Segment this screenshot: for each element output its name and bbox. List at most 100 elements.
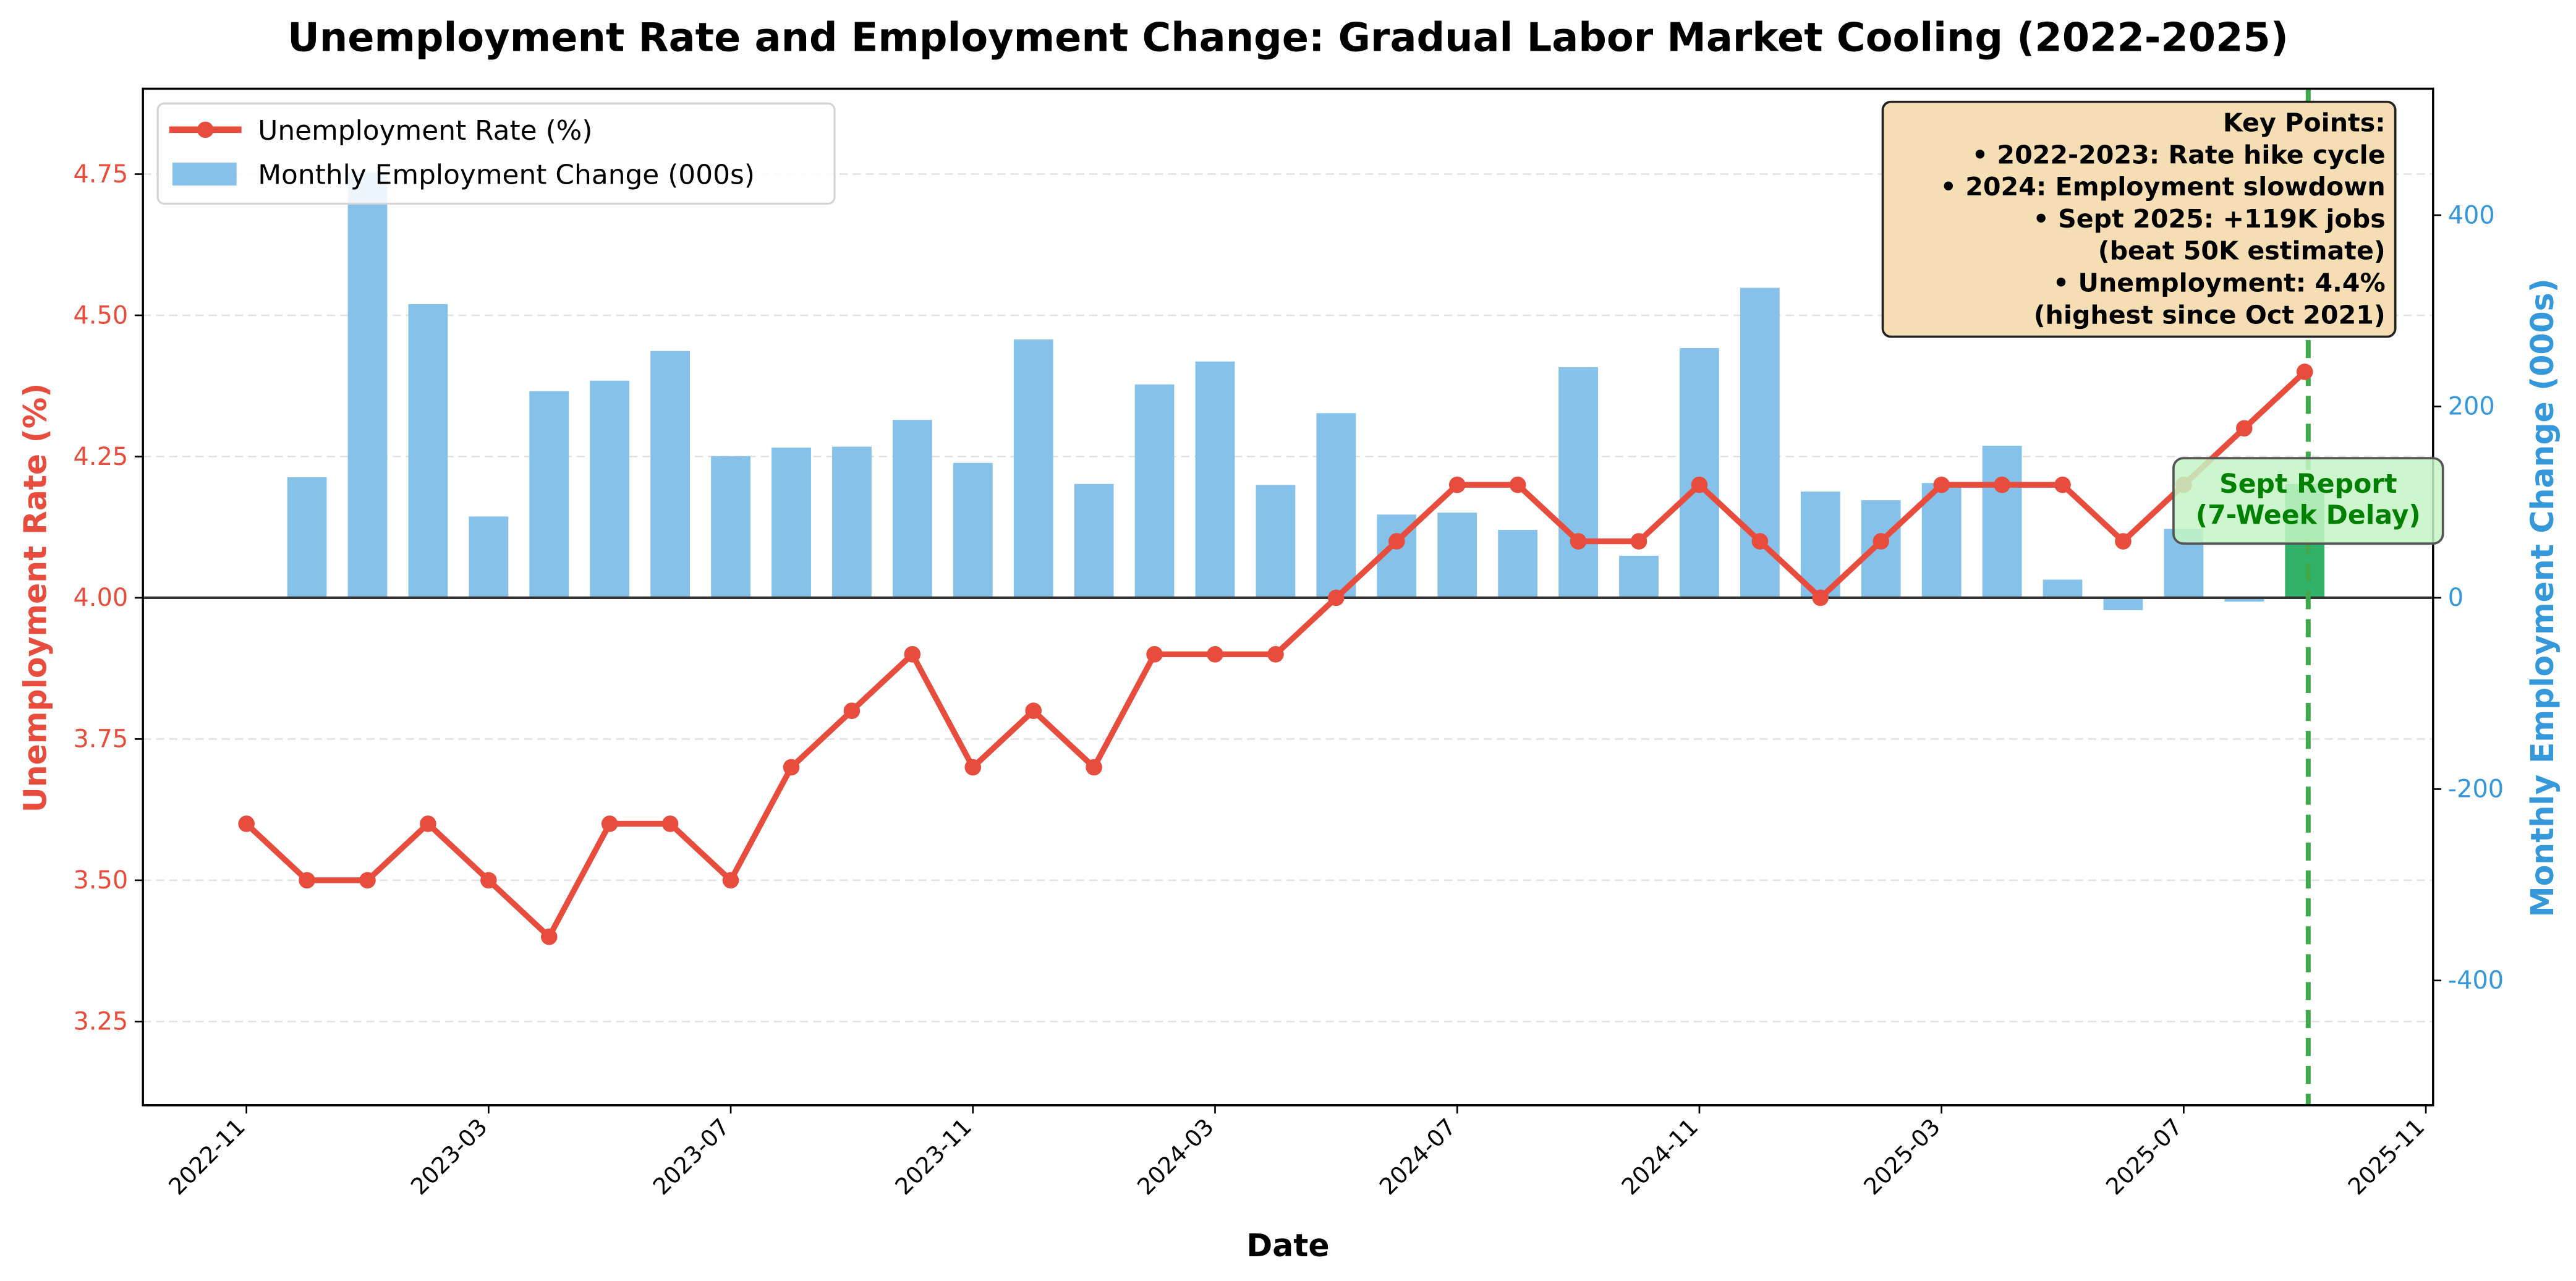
- line-marker: [480, 872, 497, 889]
- y-left-tick: 3.50: [74, 866, 129, 895]
- y-right-tick: -400: [2448, 966, 2504, 995]
- bar: [1195, 361, 1235, 598]
- right-axis: -400 -200 0 200 400: [2433, 201, 2504, 995]
- legend-bar-label: Monthly Employment Change (000s): [258, 160, 755, 191]
- line-marker: [1751, 533, 1769, 550]
- bar: [529, 391, 569, 598]
- bar: [1680, 348, 1719, 598]
- key-points-line: (highest since Oct 2021): [2034, 300, 2386, 330]
- line-marker: [904, 646, 921, 663]
- line-marker: [420, 815, 436, 832]
- bar: [1800, 492, 1840, 598]
- line-marker: [1448, 476, 1466, 493]
- key-points-line: • 2022-2023: Rate hike cycle: [1972, 140, 2386, 169]
- bar: [2043, 579, 2083, 598]
- key-points-line: • Sept 2025: +119K jobs: [2033, 204, 2385, 234]
- bar: [2224, 597, 2264, 602]
- line-marker: [2115, 533, 2132, 550]
- sept-report-subtitle: (7-Week Delay): [2196, 500, 2421, 530]
- unemployment-line: [238, 364, 2313, 945]
- y-right-tick: 200: [2448, 393, 2495, 421]
- line-marker: [1570, 533, 1587, 550]
- key-points-line: • Unemployment: 4.4%: [2053, 268, 2386, 298]
- line-marker: [1994, 476, 2010, 493]
- key-points-line: • 2024: Employment slowdown: [1941, 172, 2386, 202]
- line-marker: [1872, 533, 1890, 550]
- bar: [1256, 485, 1296, 598]
- line-marker: [601, 815, 618, 832]
- bar: [1013, 339, 1053, 598]
- y-right-tick: 400: [2448, 201, 2495, 229]
- bar: [590, 380, 630, 598]
- bar: [287, 477, 327, 598]
- bar: [772, 447, 811, 598]
- line-marker: [661, 815, 679, 832]
- line-marker: [1267, 646, 1284, 663]
- y-left-label: Unemployment Rate (%): [17, 383, 53, 813]
- line-marker: [238, 815, 255, 832]
- line-marker: [1146, 646, 1163, 663]
- line-marker: [2296, 364, 2313, 380]
- line-marker: [1691, 476, 1708, 493]
- bar: [1498, 530, 1538, 598]
- x-axis-label: Date: [1246, 1227, 1329, 1264]
- bar: [1134, 384, 1175, 598]
- y-left-tick: 4.75: [74, 160, 129, 189]
- y-right-tick: -200: [2448, 775, 2504, 804]
- line-marker: [1812, 589, 1829, 606]
- legend-bar-swatch: [172, 162, 237, 186]
- line-marker: [722, 872, 739, 889]
- line-marker: [843, 702, 861, 719]
- line-marker: [1933, 476, 1950, 493]
- line-marker: [1086, 759, 1102, 776]
- legend-marker-icon: [197, 121, 214, 138]
- y-right-label: Monthly Employment Change (000s): [2524, 278, 2561, 917]
- y-left-tick: 4.50: [74, 301, 129, 330]
- line-marker: [1509, 476, 1526, 493]
- bar: [1982, 445, 2022, 598]
- bar: [711, 456, 750, 598]
- y-left-tick: 4.25: [74, 443, 129, 471]
- y-left-tick: 4.00: [74, 584, 129, 612]
- bar: [832, 446, 872, 598]
- y-left-tick: 3.25: [74, 1008, 129, 1036]
- line-marker: [783, 759, 800, 776]
- line-marker: [359, 872, 376, 889]
- legend: Unemployment Rate (%) Monthly Employment…: [156, 102, 836, 205]
- employment-bars: [287, 172, 2325, 611]
- line-marker: [964, 759, 982, 776]
- line-marker: [1025, 702, 1042, 719]
- bar: [408, 304, 448, 598]
- key-points-line: (beat 50K estimate): [2098, 236, 2386, 266]
- sept-report-annotation: Sept Report (7-Week Delay): [2172, 457, 2444, 545]
- left-axis: 3.25 3.50 3.75 4.00 4.25 4.50 4.75: [74, 160, 143, 1036]
- bar: [1074, 483, 1114, 598]
- bar: [1437, 513, 1477, 598]
- line-marker: [2236, 420, 2253, 437]
- line-marker: [1328, 589, 1345, 606]
- bar: [650, 351, 691, 598]
- line-marker: [1388, 533, 1405, 550]
- sept-report-title: Sept Report: [2219, 469, 2397, 500]
- y-right-tick: 0: [2448, 584, 2463, 612]
- bar: [1921, 483, 1962, 598]
- line-marker: [1207, 646, 1223, 663]
- line-marker: [2054, 476, 2071, 493]
- line-marker: [540, 928, 558, 945]
- bar: [1558, 367, 1598, 598]
- bar: [1619, 555, 1659, 598]
- bar: [347, 172, 388, 598]
- key-points-line: Key Points:: [2223, 108, 2386, 138]
- chart-title: Unemployment Rate and Employment Change:…: [287, 15, 2289, 61]
- bar: [469, 516, 509, 598]
- key-points-box: Key Points: • 2022-2023: Rate hike cycle…: [1881, 100, 2397, 338]
- bar: [953, 462, 993, 598]
- line-marker: [1630, 533, 1647, 550]
- y-left-tick: 3.75: [74, 725, 129, 754]
- legend-line-label: Unemployment Rate (%): [258, 115, 592, 147]
- bar: [2103, 597, 2143, 611]
- line-marker: [299, 872, 315, 889]
- bar: [1316, 413, 1356, 598]
- bar: [892, 420, 932, 598]
